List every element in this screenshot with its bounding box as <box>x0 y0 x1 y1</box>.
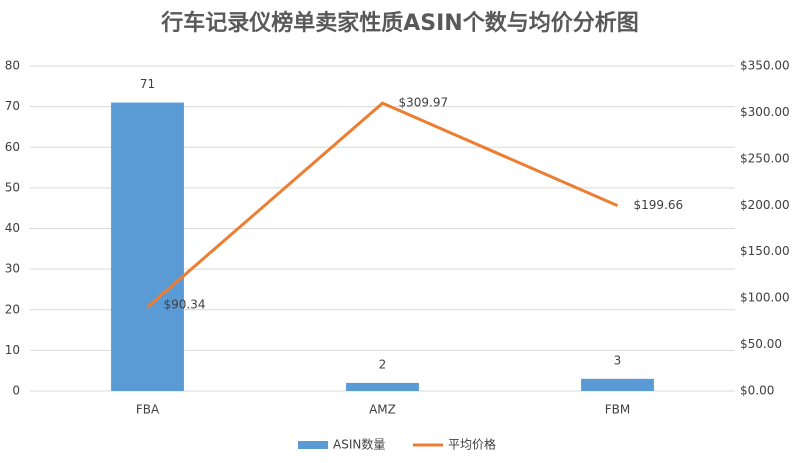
y-tick-label: 20 <box>5 302 20 316</box>
data-label: 2 <box>379 357 387 371</box>
y2-tick-label: $300.00 <box>740 105 790 119</box>
x-tick-label: AMZ <box>369 403 396 417</box>
y-tick-label: 70 <box>5 99 20 113</box>
bar <box>581 378 654 391</box>
y2-tick-label: $100.00 <box>740 291 790 305</box>
bar <box>346 382 419 391</box>
bar <box>111 102 184 391</box>
x-tick-label: FBM <box>605 403 631 417</box>
y-tick-label: 10 <box>5 343 20 357</box>
x-tick-label: FBA <box>136 403 160 417</box>
y2-tick-label: $50.00 <box>740 337 782 351</box>
data-label: $309.97 <box>399 96 449 110</box>
y-tick-label: 80 <box>5 59 20 73</box>
y2-tick-label: $350.00 <box>740 59 790 73</box>
y2-tick-label: $150.00 <box>740 244 790 258</box>
data-label: $199.66 <box>634 198 684 212</box>
chart-title: 行车记录仪榜单卖家性质ASIN个数与均价分析图 <box>160 10 638 36</box>
y2-tick-label: $250.00 <box>740 151 790 165</box>
data-label: 3 <box>614 353 622 367</box>
line <box>146 101 619 309</box>
y-tick-label: 0 <box>12 384 20 398</box>
data-label: $90.34 <box>164 298 206 312</box>
legend-swatch <box>298 441 328 449</box>
legend-label: 平均价格 <box>448 437 496 452</box>
legend-label: ASIN数量 <box>333 437 385 452</box>
y2-tick-label: $200.00 <box>740 198 790 212</box>
y-tick-label: 30 <box>5 262 20 276</box>
data-label: 71 <box>140 77 155 91</box>
y-tick-label: 40 <box>5 221 20 235</box>
y2-tick-label: $0.00 <box>740 384 774 398</box>
y-tick-label: 50 <box>5 180 20 194</box>
y-tick-label: 60 <box>5 140 20 154</box>
